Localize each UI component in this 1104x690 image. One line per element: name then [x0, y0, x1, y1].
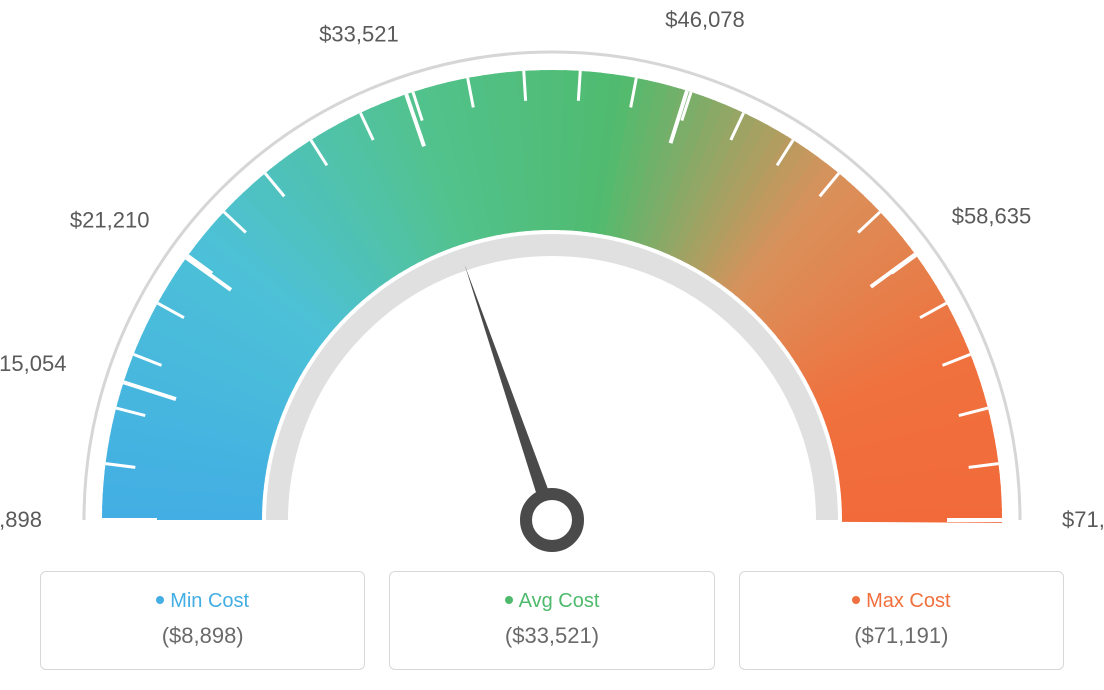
min-cost-value: ($8,898) — [51, 623, 354, 649]
max-cost-title-text: Max Cost — [866, 590, 950, 612]
avg-cost-card: Avg Cost ($33,521) — [389, 571, 714, 670]
gauge-band — [102, 70, 1002, 523]
min-cost-card: Min Cost ($8,898) — [40, 571, 365, 670]
avg-cost-title-text: Avg Cost — [519, 590, 600, 612]
summary-cards: Min Cost ($8,898) Avg Cost ($33,521) Max… — [40, 571, 1064, 670]
min-cost-dot-icon — [156, 596, 164, 604]
gauge-tick-label: $58,635 — [952, 203, 1032, 229]
gauge-svg — [0, 0, 1104, 560]
gauge-tick-label: $33,521 — [319, 22, 399, 48]
max-cost-dot-icon — [852, 596, 860, 604]
avg-cost-title: Avg Cost — [400, 590, 703, 613]
chart-container: $8,898 $15,054 $21,210 $33,521 $46,078 $58,63… — [0, 0, 1104, 690]
gauge-tick-label: $46,078 — [665, 7, 745, 33]
max-cost-card: Max Cost ($71,191) — [739, 571, 1064, 670]
gauge-tick-label: $15,054 — [0, 351, 66, 377]
min-cost-title-text: Min Cost — [170, 590, 249, 612]
min-cost-title: Min Cost — [51, 590, 354, 613]
max-cost-title: Max Cost — [750, 590, 1053, 613]
avg-cost-value: ($33,521) — [400, 623, 703, 649]
gauge-needle — [465, 265, 559, 523]
gauge-tick-label: $71,191 — [1062, 507, 1104, 533]
gauge-tick-label: $21,210 — [70, 207, 150, 233]
gauge-chart: $8,898 $15,054 $21,210 $33,521 $46,078 $58,63… — [0, 0, 1104, 540]
gauge-tick-label: $8,898 — [0, 507, 42, 533]
gauge-needle-hub — [526, 494, 578, 546]
avg-cost-dot-icon — [505, 596, 513, 604]
max-cost-value: ($71,191) — [750, 623, 1053, 649]
